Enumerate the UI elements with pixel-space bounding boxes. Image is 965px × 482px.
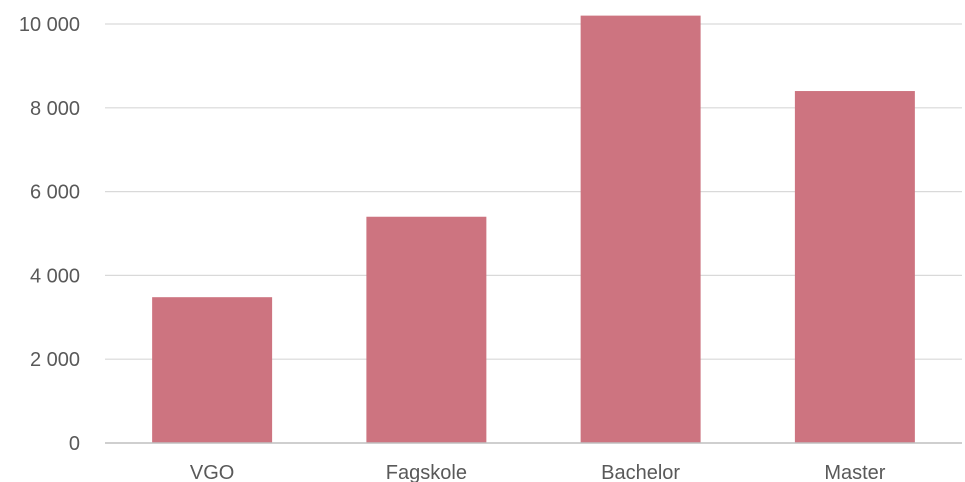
bars — [152, 15, 915, 444]
bar-vgo — [152, 297, 273, 443]
y-tick-label: 10 000 — [19, 14, 80, 36]
bar-fagskole — [366, 216, 487, 443]
x-category-label: Master — [824, 462, 885, 482]
y-axis-tick-labels: 0 2 000 4 000 6 000 8 000 10 000 — [19, 14, 80, 455]
y-tick-label: 2 000 — [30, 349, 80, 371]
x-category-label: Fagskole — [386, 462, 467, 482]
y-tick-label: 8 000 — [30, 98, 80, 120]
x-axis-category-labels: VGO Fagskole Bachelor Master — [190, 462, 886, 482]
y-tick-label: 6 000 — [30, 182, 80, 204]
y-tick-label: 0 — [69, 433, 80, 455]
x-category-label: Bachelor — [601, 462, 680, 482]
y-tick-label: 4 000 — [30, 265, 80, 287]
bar-bachelor — [580, 15, 701, 444]
x-category-label: VGO — [190, 462, 234, 482]
bar-master — [794, 91, 915, 443]
